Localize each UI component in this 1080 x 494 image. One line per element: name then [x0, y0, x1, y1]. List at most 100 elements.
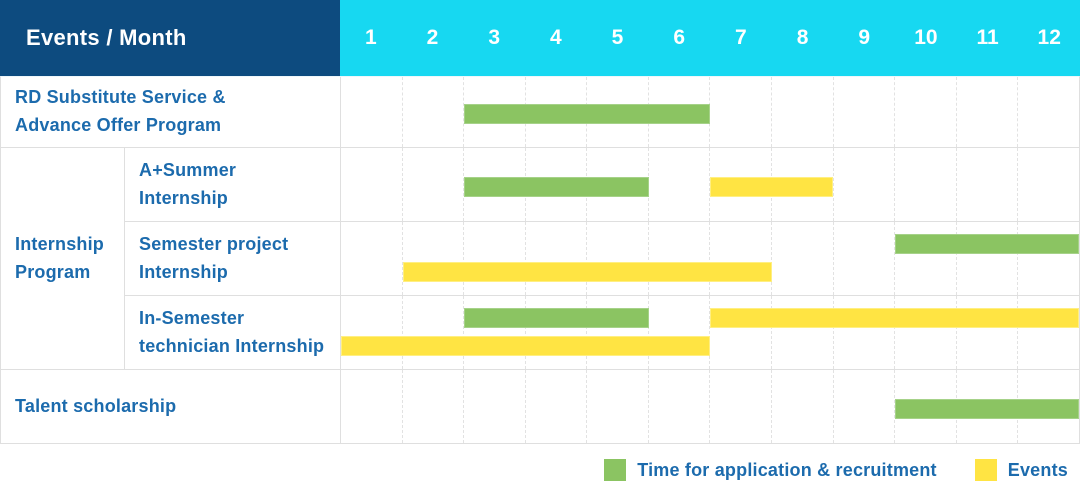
- table-row: Semester project Internship: [125, 222, 1079, 296]
- month-grid-cell: [771, 77, 833, 147]
- month-grid-cell: [832, 296, 895, 369]
- month-grid-cell: [955, 222, 1018, 295]
- month-header-cell: 8: [796, 26, 809, 49]
- month-grid-cell: [524, 296, 587, 369]
- month-grid-cell: [401, 296, 464, 369]
- month-grid-cell: [524, 222, 587, 295]
- month-grid-cell: [709, 77, 771, 147]
- month-grid-cell: [463, 222, 525, 295]
- month-header-cell: 5: [611, 26, 624, 49]
- month-header-cell: 11: [976, 26, 999, 49]
- row-label-in-semester-technician: In-Semester technician Internship: [139, 307, 325, 356]
- events-bar: [710, 176, 833, 197]
- table-row: In-Semester technician Internship: [125, 296, 1079, 369]
- month-grid-cell: [832, 77, 895, 147]
- gantt-canvas: [340, 222, 1079, 295]
- month-grid-cell: [894, 222, 956, 295]
- month-grid-cell: [832, 370, 895, 443]
- table-row: Talent scholarship: [1, 370, 1079, 443]
- table-row: A+Summer Internship: [125, 148, 1079, 222]
- month-grid-cell: [463, 148, 525, 221]
- month-grid-cell: [709, 296, 771, 369]
- month-grid-cell: [955, 77, 1018, 147]
- internship-program-group: Internship Program A+Summer Internship S…: [1, 148, 1079, 370]
- month-grid-cell: [771, 222, 833, 295]
- row-label-talent-scholarship: Talent scholarship: [15, 395, 177, 416]
- month-header-cell: 4: [550, 26, 562, 49]
- application-recruitment-swatch-icon: [604, 459, 627, 481]
- month-grid-cell: [832, 222, 895, 295]
- month-grid-cell: [709, 370, 771, 443]
- row-label-semester-project: Semester project Internship: [139, 233, 289, 282]
- legend-item-application: Time for application & recruitment: [604, 459, 937, 481]
- month-grid-cell: [955, 296, 1018, 369]
- table-row: RD Substitute Service & Advance Offer Pr…: [1, 77, 1079, 148]
- month-grid-cell: [401, 370, 464, 443]
- events-month-header: Events / Month: [0, 0, 340, 76]
- table-header-row: Events / Month 1 2 3 4 5 6 7 8 9 10 11 12: [0, 0, 1080, 76]
- legend-item-events: Events: [974, 459, 1068, 481]
- events-swatch-icon: [974, 459, 997, 481]
- month-grid-cell: [463, 296, 525, 369]
- month-header-cell: 7: [735, 26, 747, 49]
- month-grid-cell: [771, 296, 833, 369]
- month-grid-cell: [1017, 148, 1079, 221]
- application-bar: [464, 308, 649, 328]
- gantt-table-body: RD Substitute Service & Advance Offer Pr…: [0, 76, 1080, 444]
- month-grid-cell: [401, 77, 464, 147]
- events-bar: [341, 336, 710, 356]
- application-bar: [464, 104, 710, 124]
- month-grid-cell: [1017, 296, 1079, 369]
- month-grid-cell: [341, 222, 402, 295]
- month-grid-cell: [1017, 77, 1079, 147]
- month-grid-cell: [401, 148, 464, 221]
- gantt-canvas: [340, 370, 1079, 443]
- legend-label: Time for application & recruitment: [637, 459, 937, 480]
- month-grid-cell: [524, 370, 587, 443]
- month-header-cell: 1: [364, 26, 377, 49]
- month-grid-cell: [955, 148, 1018, 221]
- month-grid-cell: [341, 296, 402, 369]
- month-grid-cell: [341, 148, 402, 221]
- gantt-canvas: [340, 77, 1079, 147]
- month-header-strip: 1 2 3 4 5 6 7 8 9 10 11 12: [340, 0, 1080, 76]
- row-label-a-plus-summer: A+Summer Internship: [139, 159, 237, 208]
- events-bar: [710, 308, 1079, 328]
- legend-label: Events: [1007, 459, 1068, 480]
- month-grid-cell: [586, 296, 648, 369]
- month-grid-cell: [586, 370, 648, 443]
- month-grid-cell: [463, 77, 525, 147]
- month-grid-cell: [1017, 222, 1079, 295]
- month-grid-cell: [463, 370, 525, 443]
- month-grid-cell: [647, 296, 710, 369]
- application-bar: [894, 398, 1079, 419]
- month-header-cell: 10: [914, 26, 938, 49]
- events-bar: [402, 262, 772, 282]
- month-grid-cell: [341, 370, 402, 443]
- month-grid-cell: [341, 77, 402, 147]
- month-grid-cell: [894, 296, 956, 369]
- application-bar: [894, 234, 1079, 254]
- month-header-cell: 12: [1037, 26, 1061, 49]
- month-grid-cell: [647, 370, 710, 443]
- month-header-cell: 3: [488, 26, 501, 49]
- month-grid-cell: [647, 222, 710, 295]
- row-label-rd-substitute: RD Substitute Service & Advance Offer Pr…: [15, 87, 226, 135]
- month-grid-cell: [709, 148, 771, 221]
- group-label-internship-program: Internship Program: [1, 148, 125, 369]
- month-grid-cell: [586, 222, 648, 295]
- month-grid-cell: [771, 370, 833, 443]
- month-header-cell: 6: [673, 26, 686, 49]
- application-bar: [464, 176, 649, 197]
- month-grid-cell: [894, 77, 956, 147]
- month-grid-cell: [401, 222, 464, 295]
- gantt-canvas: [340, 296, 1079, 369]
- month-grid-cell: [647, 148, 710, 221]
- month-header-cell: 9: [858, 26, 871, 49]
- gantt-canvas: [340, 148, 1079, 221]
- month-header-cell: 2: [426, 26, 439, 49]
- month-grid-cell: [709, 222, 771, 295]
- legend: Time for application & recruitment Event…: [0, 444, 1080, 494]
- month-grid-cell: [894, 148, 956, 221]
